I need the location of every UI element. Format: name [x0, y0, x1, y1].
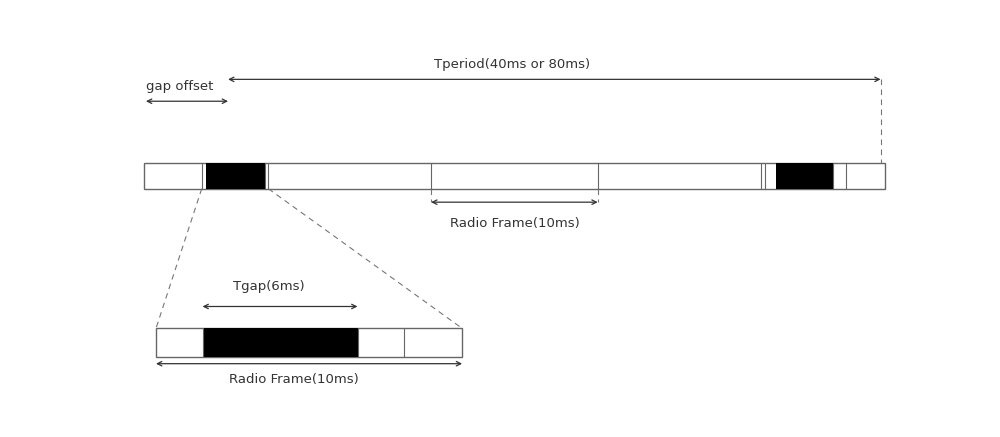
Bar	[202, 328, 358, 357]
Bar	[206, 163, 264, 189]
Text: gap offset: gap offset	[146, 80, 213, 93]
Text: Radio Frame(10ms): Radio Frame(10ms)	[229, 373, 359, 386]
Text: Tperiod(40ms or 80ms): Tperiod(40ms or 80ms)	[434, 58, 591, 71]
Bar	[776, 163, 833, 189]
Text: Radio Frame(10ms): Radio Frame(10ms)	[450, 217, 580, 230]
Text: Tgap(6ms): Tgap(6ms)	[233, 280, 304, 293]
Bar	[156, 328, 462, 357]
Bar	[144, 163, 885, 189]
